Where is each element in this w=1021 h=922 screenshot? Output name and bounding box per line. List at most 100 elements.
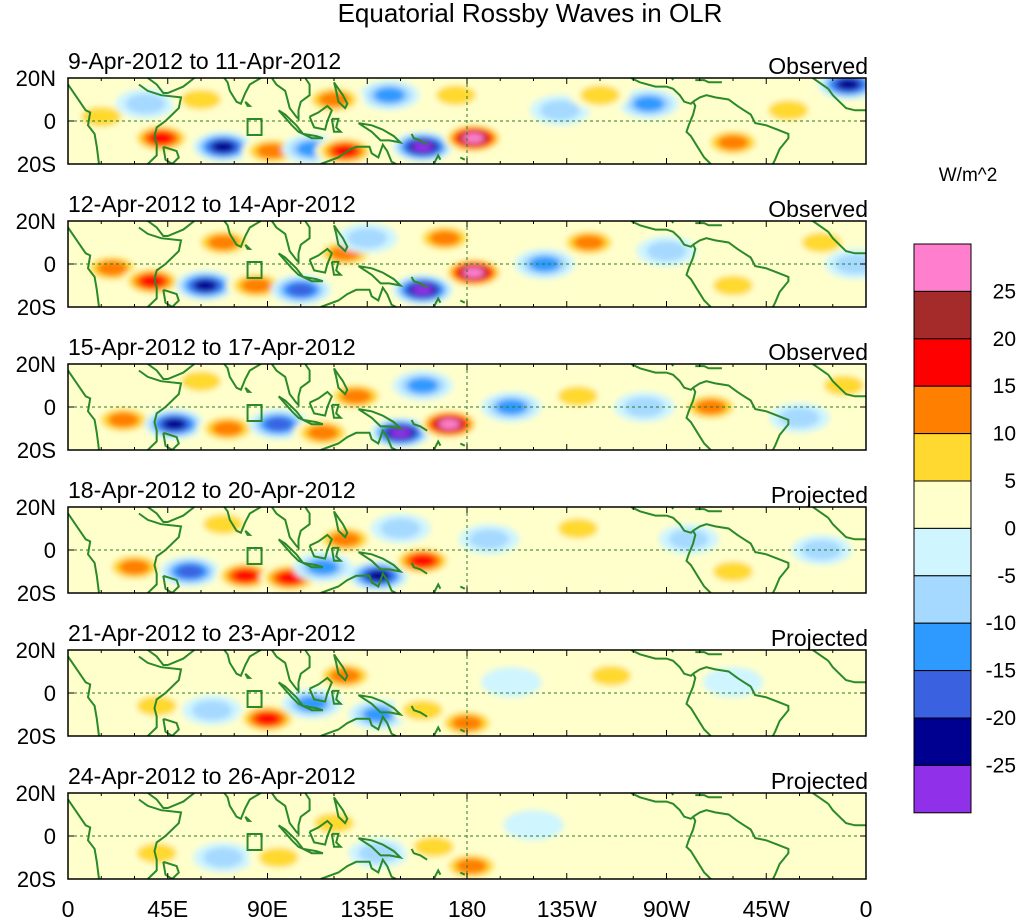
anomaly-contour: [81, 106, 122, 127]
panel: 24-Apr-2012 to 26-Apr-2012 Projected 20N 0 2…: [16, 763, 868, 892]
lon-tick-label: 180: [448, 896, 486, 922]
lat-tick-label: 0: [44, 395, 56, 420]
map-frame: [67, 792, 867, 880]
anomaly-contour: [203, 847, 244, 868]
coastline: [68, 793, 866, 879]
colorbar-label: -5: [997, 565, 1016, 588]
panel-type-label: Observed: [768, 53, 868, 79]
lat-tick-label: 20N: [16, 781, 56, 806]
anomaly-contour: [340, 388, 372, 405]
anomaly-contour: [646, 241, 687, 262]
anomaly-contour: [503, 810, 564, 841]
lat-tick-label: 20N: [16, 66, 56, 91]
lon-tick-label: 135E: [340, 896, 394, 922]
map-panel: [67, 649, 867, 737]
anomaly-contour: [256, 143, 288, 159]
lat-tick-label: 0: [44, 538, 56, 563]
coastline: [68, 78, 866, 164]
coastline: [68, 221, 866, 307]
anomaly-contour: [713, 275, 753, 296]
anomaly-contour: [717, 134, 749, 151]
anomaly-contour: [314, 813, 354, 834]
anomaly-contour: [540, 100, 581, 121]
anomaly-contour: [429, 230, 461, 246]
colorbar-label: 5: [1004, 470, 1016, 493]
anomaly-contour: [703, 667, 763, 698]
anomaly-contour: [801, 232, 842, 253]
colorbar-swatch: [913, 290, 972, 340]
colorbar-swatch: [913, 575, 972, 624]
colorbar-swatch: [913, 243, 972, 292]
anomaly-contour: [307, 425, 339, 441]
anomaly-contour: [181, 371, 221, 392]
anomaly-contour: [136, 843, 177, 864]
panel-date-range: 24-Apr-2012 to 26-Apr-2012: [68, 763, 356, 789]
lat-tick-label: 20S: [17, 867, 56, 892]
anomaly-contour: [557, 518, 598, 539]
colorbar-label: -20: [986, 707, 1016, 730]
anomaly-contour: [162, 418, 186, 430]
anomaly-contour: [318, 91, 350, 108]
lat-tick-label: 20S: [17, 724, 56, 749]
anomaly-contour: [139, 274, 166, 288]
colorbar-units-label: W/m^2: [939, 165, 998, 186]
anomaly-contour: [823, 375, 864, 396]
anomaly-contour: [469, 529, 510, 550]
lat-tick-label: 20N: [16, 352, 56, 377]
lat-tick-label: 20N: [16, 209, 56, 234]
anomaly-contour: [801, 540, 842, 560]
colorbar: W/m^2 25 20 15 10 5 0 -5 -10 -15 -20 -25: [913, 165, 1016, 814]
olr-anomaly-field: [71, 78, 866, 164]
anomaly-contour: [136, 695, 177, 716]
anomaly-contour: [557, 386, 598, 407]
panel: 18-Apr-2012 to 20-Apr-2012 Projected 20N 0 2…: [16, 477, 868, 606]
colorbar-swatch: [913, 670, 972, 719]
reference-box: [246, 690, 263, 708]
map-frame: [67, 363, 867, 451]
anomaly-contour: [412, 284, 433, 295]
colorbar-swatch: [913, 433, 972, 482]
map-frame: [67, 77, 867, 165]
coastline: [68, 507, 866, 593]
map-frame: [67, 506, 867, 594]
anomaly-contour: [362, 706, 394, 723]
anomaly-contour: [402, 700, 443, 721]
coastline: [68, 650, 866, 736]
lat-tick-label: 0: [44, 681, 56, 706]
anomaly-contour: [412, 141, 433, 152]
reference-box: [246, 261, 263, 279]
panel-type-label: Projected: [771, 625, 868, 651]
anomaly-contour: [580, 85, 620, 106]
colorbar-label: 15: [993, 375, 1016, 398]
panel: 21-Apr-2012 to 23-Apr-2012 Projected 20N 0 2…: [16, 620, 868, 749]
anomaly-contour: [455, 858, 487, 874]
map-panel: [67, 363, 867, 451]
anomaly-contour: [276, 571, 303, 585]
map-frame: [67, 220, 867, 308]
colorbar-label: -25: [986, 754, 1016, 777]
lat-tick-label: 20N: [16, 495, 56, 520]
anomaly-contour: [463, 133, 484, 144]
panel-type-label: Projected: [771, 482, 868, 508]
colorbar-label: 20: [993, 328, 1016, 351]
anomaly-contour: [495, 399, 527, 415]
longitude-axis: 0 45E 90E 135E 180 135W 90W 45W 0: [62, 896, 873, 922]
anomaly-contour: [768, 100, 809, 121]
olr-anomaly-field: [104, 509, 852, 593]
anomaly-contour: [836, 78, 860, 91]
anomaly-contour: [329, 531, 361, 548]
coastline: [68, 364, 866, 450]
map-panel: [67, 77, 867, 165]
panel: 9-Apr-2012 to 11-Apr-2012 Observed 20N 0 20S: [16, 48, 868, 177]
anomaly-contour: [390, 427, 411, 438]
anomaly-contour: [713, 561, 753, 582]
reference-box: [246, 404, 263, 422]
colorbar-label: 10: [993, 423, 1016, 446]
lon-tick-label: 45W: [743, 896, 791, 922]
anomaly-contour: [176, 564, 203, 579]
anomaly-contour: [633, 96, 665, 112]
colorbar-label: 25: [993, 280, 1016, 303]
panel-type-label: Observed: [768, 339, 868, 365]
reference-box: [246, 547, 263, 565]
